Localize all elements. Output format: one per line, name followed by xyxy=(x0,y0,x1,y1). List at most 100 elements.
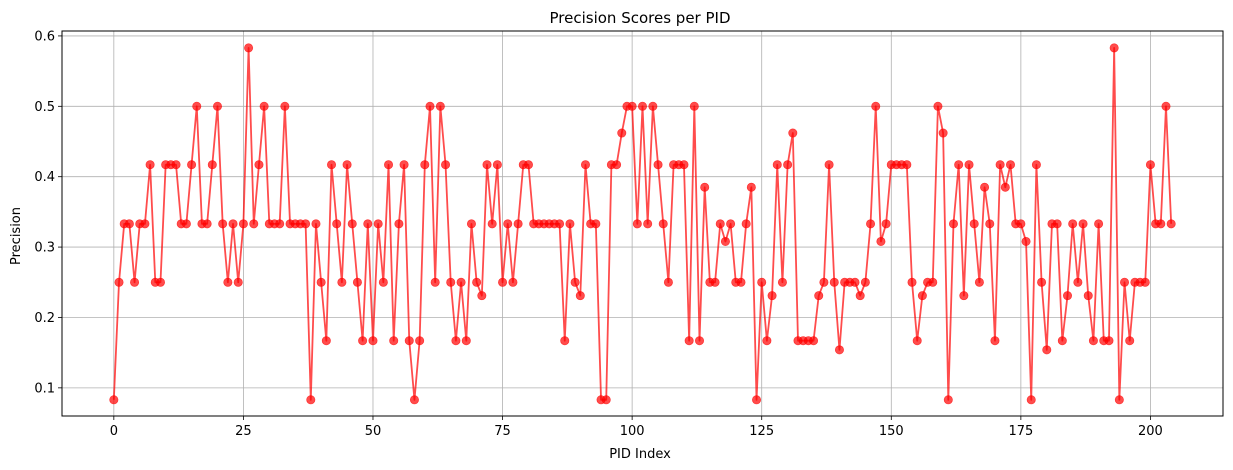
data-point xyxy=(612,160,622,170)
data-point xyxy=(311,219,321,229)
data-point xyxy=(866,219,876,229)
data-point xyxy=(591,219,601,229)
data-point xyxy=(1026,395,1036,405)
data-point xyxy=(777,277,787,287)
data-point xyxy=(933,101,943,111)
data-point xyxy=(648,101,658,111)
data-point xyxy=(466,219,476,229)
data-point xyxy=(1037,277,1047,287)
data-point xyxy=(637,101,647,111)
data-point xyxy=(1078,219,1088,229)
data-point xyxy=(399,160,409,170)
data-point xyxy=(472,277,482,287)
data-point xyxy=(964,160,974,170)
y-tick-label: 0.4 xyxy=(34,170,55,185)
data-point xyxy=(192,101,202,111)
data-point xyxy=(456,277,466,287)
data-point xyxy=(244,43,254,53)
data-point xyxy=(1114,395,1124,405)
data-point xyxy=(477,291,487,301)
data-point xyxy=(1021,236,1031,246)
data-point xyxy=(145,160,155,170)
data-point xyxy=(280,101,290,111)
data-point xyxy=(441,160,451,170)
data-point xyxy=(347,219,357,229)
data-point xyxy=(233,277,243,287)
data-point xyxy=(1120,277,1130,287)
data-point xyxy=(943,395,953,405)
data-point xyxy=(679,160,689,170)
data-point xyxy=(109,395,119,405)
data-point xyxy=(601,395,611,405)
data-point xyxy=(1052,219,1062,229)
data-point xyxy=(384,160,394,170)
data-point xyxy=(223,277,233,287)
x-tick-label: 175 xyxy=(1008,424,1033,439)
data-point xyxy=(316,277,326,287)
data-point xyxy=(238,219,248,229)
data-point xyxy=(741,219,751,229)
x-tick-label: 125 xyxy=(749,424,774,439)
data-point xyxy=(187,160,197,170)
data-point xyxy=(1016,219,1026,229)
data-point xyxy=(995,160,1005,170)
data-point xyxy=(1140,277,1150,287)
data-point xyxy=(259,101,269,111)
data-point xyxy=(824,160,834,170)
data-point xyxy=(814,291,824,301)
data-point xyxy=(212,101,222,111)
data-point xyxy=(684,336,694,346)
data-point xyxy=(275,219,285,229)
data-point xyxy=(834,345,844,355)
x-tick-label: 150 xyxy=(879,424,904,439)
data-point xyxy=(783,160,793,170)
data-point xyxy=(643,219,653,229)
data-point xyxy=(140,219,150,229)
data-point xyxy=(425,101,435,111)
data-point xyxy=(907,277,917,287)
series-layer xyxy=(109,43,1176,405)
data-point xyxy=(757,277,767,287)
data-point xyxy=(446,277,456,287)
data-point xyxy=(332,219,342,229)
data-point xyxy=(720,236,730,246)
x-tick-label: 0 xyxy=(110,424,118,439)
data-point xyxy=(881,219,891,229)
data-point xyxy=(954,160,964,170)
data-point xyxy=(767,291,777,301)
data-point xyxy=(218,219,228,229)
data-point xyxy=(902,160,912,170)
data-point xyxy=(171,160,181,170)
data-point xyxy=(855,291,865,301)
data-point xyxy=(155,277,165,287)
data-point xyxy=(249,219,259,229)
data-point xyxy=(306,395,316,405)
data-point xyxy=(513,219,523,229)
data-point xyxy=(394,219,404,229)
data-point xyxy=(1125,336,1135,346)
data-point xyxy=(850,277,860,287)
data-point xyxy=(700,182,710,192)
data-point xyxy=(451,336,461,346)
data-point xyxy=(726,219,736,229)
data-point xyxy=(1000,182,1010,192)
data-point xyxy=(570,277,580,287)
data-point xyxy=(809,336,819,346)
x-tick-label: 50 xyxy=(365,424,382,439)
data-point xyxy=(352,277,362,287)
data-point xyxy=(917,291,927,301)
plot-frame xyxy=(61,30,1224,417)
data-point xyxy=(969,219,979,229)
data-point xyxy=(487,219,497,229)
chart-title: Precision Scores per PID xyxy=(550,9,731,27)
data-point xyxy=(860,277,870,287)
data-point xyxy=(373,219,383,229)
data-point xyxy=(430,277,440,287)
data-point xyxy=(321,336,331,346)
data-point xyxy=(974,277,984,287)
data-point xyxy=(124,219,134,229)
data-point xyxy=(990,336,1000,346)
data-point xyxy=(1088,336,1098,346)
data-point xyxy=(207,160,217,170)
